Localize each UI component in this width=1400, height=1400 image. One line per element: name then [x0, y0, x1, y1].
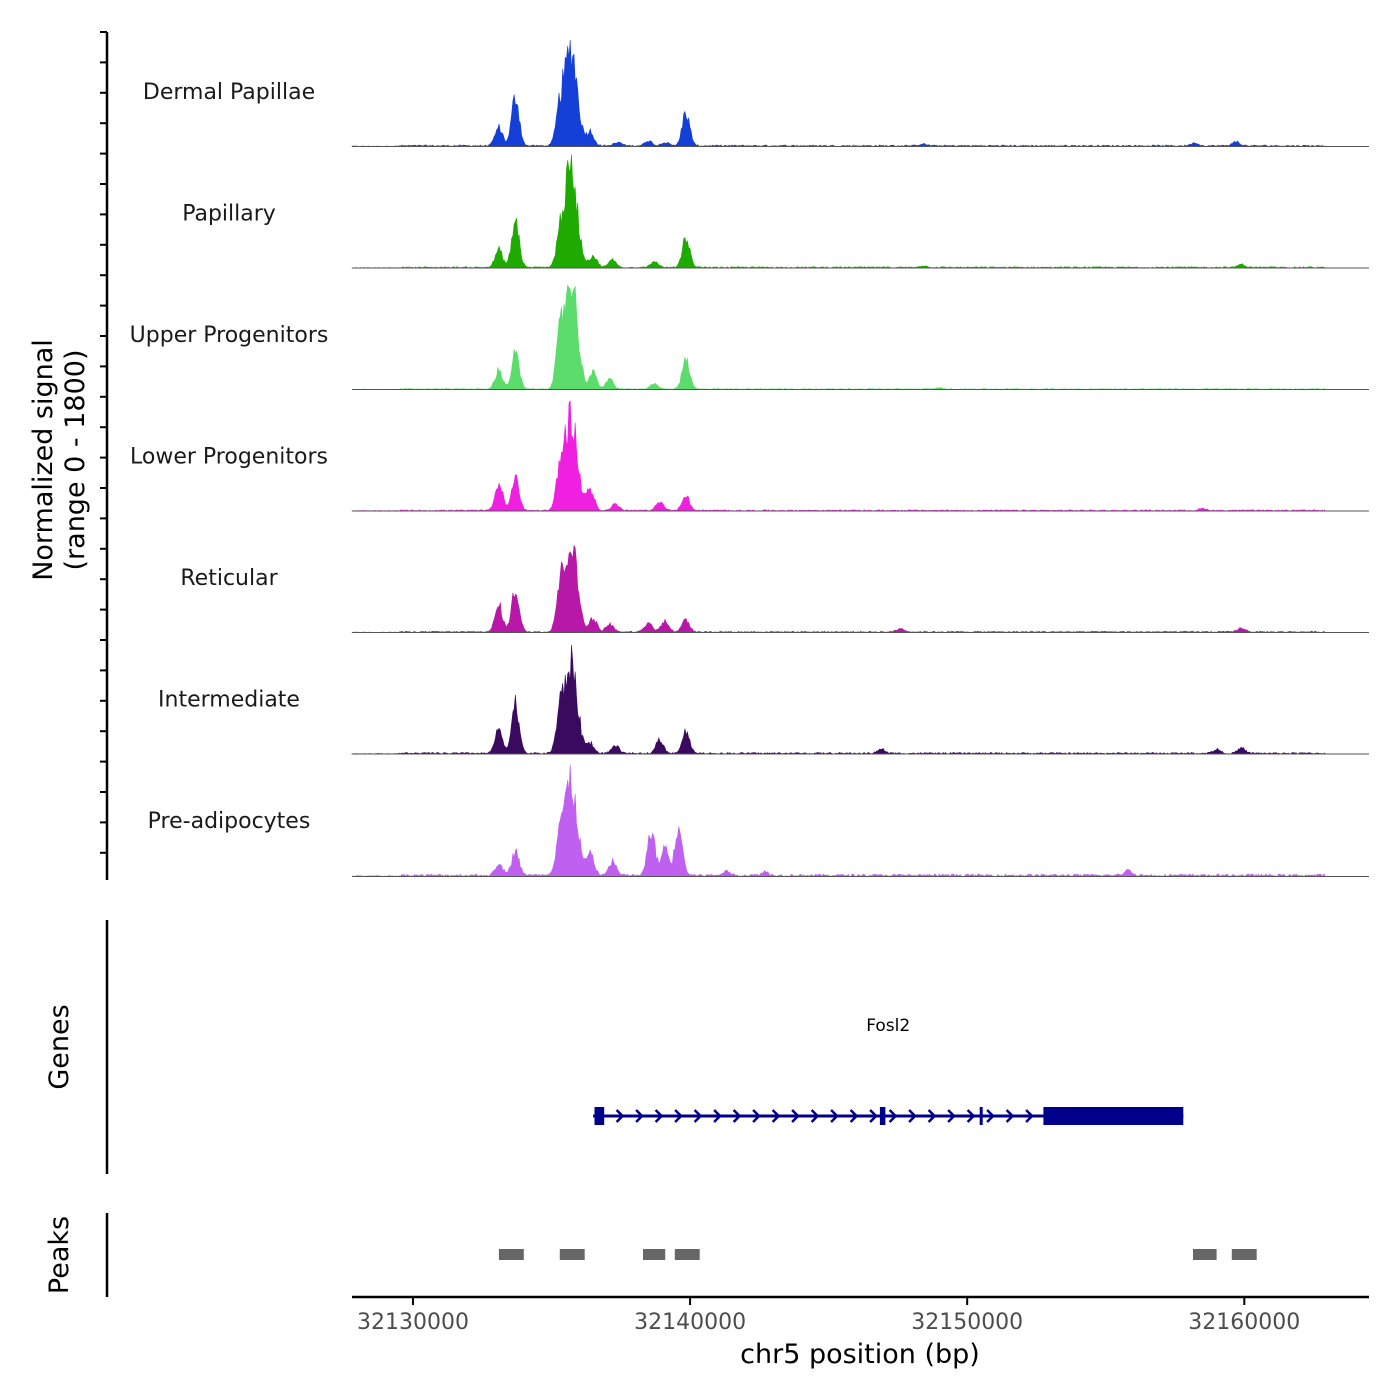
strand-arrow	[888, 1109, 898, 1123]
strand-arrow	[830, 1109, 839, 1123]
coverage-tracks: Dermal Papillae Papillary Upper Progenitor…	[130, 39, 1369, 878]
strand-arrow	[869, 1109, 878, 1123]
strand-arrow	[674, 1109, 683, 1123]
strand-arrow	[986, 1109, 995, 1123]
coverage-track: Dermal Papillae	[143, 39, 1369, 147]
gene-name: Fosl2	[866, 1016, 910, 1036]
strand-arrow	[1025, 1109, 1034, 1123]
gene-exon	[594, 1107, 605, 1125]
gene-exon	[979, 1107, 983, 1125]
x-tick-label: 32130000	[357, 1310, 469, 1335]
coverage-track: Intermediate	[158, 644, 1369, 755]
strand-arrow	[752, 1109, 761, 1123]
strand-arrow	[713, 1109, 722, 1123]
coverage-area	[351, 764, 1325, 878]
coverage-track: Papillary	[182, 154, 1369, 269]
strand-arrow	[791, 1109, 800, 1123]
peak-region	[1193, 1249, 1217, 1260]
gene-model: Fosl2	[593, 1016, 1184, 1125]
x-tick-label: 32160000	[1188, 1310, 1300, 1335]
y-axis-title: Normalized signal (range 0 - 1800)	[28, 339, 91, 581]
peak-region	[498, 1249, 524, 1260]
coverage-area	[351, 644, 1325, 755]
peaks-track-title: Peaks	[44, 1216, 75, 1294]
peak-region	[643, 1249, 666, 1260]
peak-region	[674, 1249, 700, 1260]
strand-arrow	[966, 1109, 976, 1123]
strand-arrow	[810, 1109, 820, 1123]
coverage-area	[351, 39, 1325, 147]
genes-track-title: Genes	[44, 1004, 75, 1089]
gene-exon	[1043, 1107, 1184, 1125]
track-label: Intermediate	[158, 688, 300, 713]
track-label: Papillary	[182, 202, 276, 227]
track-label: Upper Progenitors	[130, 323, 329, 348]
x-tick-label: 32150000	[911, 1310, 1023, 1335]
coverage-area	[351, 154, 1325, 269]
x-axis-title: chr5 position (bp)	[740, 1339, 980, 1370]
strand-arrow	[849, 1109, 859, 1123]
coverage-track: Pre-adipocytes	[148, 764, 1369, 878]
gene-exon	[879, 1107, 886, 1125]
strand-arrow	[947, 1109, 956, 1123]
strand-arrow	[1005, 1109, 1015, 1123]
strand-arrow	[732, 1109, 742, 1123]
strand-arrow	[615, 1109, 625, 1123]
x-tick-label: 32140000	[634, 1310, 746, 1335]
coverage-track: Upper Progenitors	[130, 284, 1369, 390]
y-axis-title-line-1: Normalized signal	[28, 339, 59, 581]
coverage-area	[351, 400, 1325, 512]
peak-region	[1231, 1249, 1257, 1260]
track-label: Pre-adipocytes	[148, 809, 311, 834]
track-label: Lower Progenitors	[130, 445, 328, 470]
peaks-track	[498, 1249, 1257, 1260]
gene-track: Fosl2	[593, 1016, 1184, 1125]
strand-arrow	[635, 1109, 644, 1123]
coverage-y-axis	[100, 31, 109, 880]
coverage-area	[351, 284, 1325, 390]
y-axis-title-line-2: (range 0 - 1800)	[60, 350, 91, 571]
strand-arrow	[908, 1109, 917, 1123]
coverage-track: Reticular	[180, 544, 1369, 633]
coverage-area	[351, 544, 1325, 633]
strand-arrow	[771, 1109, 781, 1123]
strand-arrow	[693, 1109, 703, 1123]
track-label: Reticular	[180, 566, 278, 591]
strand-arrow	[927, 1109, 937, 1123]
strand-arrow	[654, 1109, 664, 1123]
coverage-track: Lower Progenitors	[130, 400, 1369, 512]
track-label: Dermal Papillae	[143, 80, 315, 105]
peak-region	[559, 1249, 585, 1260]
x-axis: 32130000 32140000 32150000 32160000	[352, 1295, 1369, 1335]
